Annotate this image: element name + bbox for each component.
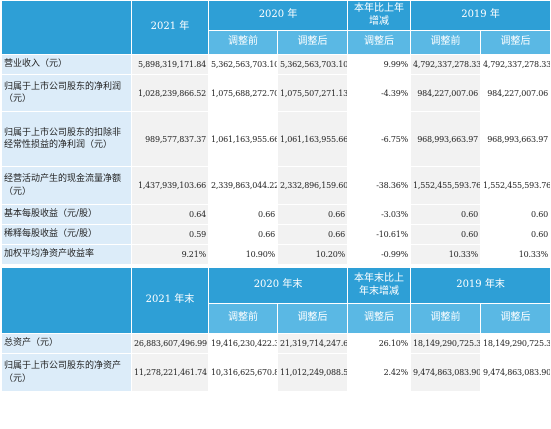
value-2020-before: 0.66 — [208, 204, 278, 225]
table-row: 归属于上市公司股东的扣除非经常性损益的净利润（元） 989,577,837.37… — [1, 111, 551, 167]
value-2019-before: 4,792,337,278.33 — [410, 54, 482, 75]
header-2020: 2020 年 — [207, 0, 349, 31]
value-2020-before: 0.66 — [208, 224, 278, 245]
section1-header-row: 2021 年 2020 年 本年比上年增减 2019 年 — [1, 0, 551, 55]
row-label: 归属于上市公司股东的净利润（元） — [1, 74, 132, 112]
header-blank-cell — [1, 0, 132, 55]
value-2019-after: 4,792,337,278.33 — [480, 54, 551, 75]
value-2019-before: 0.60 — [410, 204, 482, 225]
subheader-2020-before: 调整前 — [208, 303, 278, 334]
table-row: 基本每股收益（元/股） 0.64 0.66 0.66 -3.03% 0.60 0… — [1, 204, 551, 225]
subheader-2020-before: 调整前 — [208, 30, 278, 55]
header-change: 本年比上年增减 — [347, 0, 412, 31]
value-2020-after: 11,012,249,088.59 — [276, 353, 349, 392]
header-2021-end: 2021 年末 — [131, 267, 209, 334]
value-2021: 5,898,319,171.84 — [131, 54, 209, 75]
value-2020-after: 0.66 — [276, 224, 349, 245]
row-label: 基本每股收益（元/股） — [1, 204, 132, 225]
table-row: 总资产（元） 26,883,607,496.99 19,416,230,422.… — [1, 333, 551, 354]
value-2019-before: 18,149,290,725.33 — [410, 333, 482, 354]
table-row: 归属于上市公司股东的净利润（元） 1,028,239,866.52 1,075,… — [1, 74, 551, 112]
value-2020-before: 2,339,863,044.22 — [208, 166, 278, 205]
value-2020-before: 1,061,163,955.66 — [208, 111, 278, 167]
value-2019-before: 9,474,863,083.90 — [410, 353, 482, 392]
value-2020-after: 10.20% — [276, 244, 349, 265]
value-change: -4.39% — [347, 74, 412, 112]
subheader-2019-after: 调整后 — [480, 30, 551, 55]
value-change: -0.99% — [347, 244, 412, 265]
subheader-2019-after: 调整后 — [480, 303, 551, 334]
value-2019-before: 968,993,663.97 — [410, 111, 482, 167]
table-row: 营业收入（元） 5,898,319,171.84 5,362,563,703.1… — [1, 54, 551, 75]
value-2019-before: 1,552,455,593.76 — [410, 166, 482, 205]
value-2019-after: 1,552,455,593.76 — [480, 166, 551, 205]
row-label: 归属于上市公司股东的扣除非经常性损益的净利润（元） — [1, 111, 132, 167]
subheader-2020-after: 调整后 — [276, 303, 349, 334]
value-2020-after: 2,332,896,159.60 — [276, 166, 349, 205]
value-2019-after: 9,474,863,083.90 — [480, 353, 551, 392]
value-2019-after: 18,149,290,725.33 — [480, 333, 551, 354]
value-2021: 989,577,837.37 — [131, 111, 209, 167]
value-2020-after: 0.66 — [276, 204, 349, 225]
value-2021: 11,278,221,461.74 — [131, 353, 209, 392]
value-2020-before: 19,416,230,422.33 — [208, 333, 278, 354]
value-2019-after: 984,227,007.06 — [480, 74, 551, 112]
value-2021: 9.21% — [131, 244, 209, 265]
key-financial-data-table: 2021 年 2020 年 本年比上年增减 2019 年 调整前 调整后 调整后… — [0, 0, 551, 392]
subheader-2020-after: 调整后 — [276, 30, 349, 55]
value-2019-before: 984,227,007.06 — [410, 74, 482, 112]
section2-subheader-row: 调整前 调整后 调整后 调整前 调整后 — [2, 303, 551, 334]
value-2019-before: 10.33% — [410, 244, 482, 265]
section2-header-row: 2021 年末 2020 年末 本年末比上年末增减 2019 年末 — [1, 267, 551, 334]
value-2021: 0.59 — [131, 224, 209, 245]
value-2020-after: 21,319,714,247.63 — [276, 333, 349, 354]
value-2019-after: 0.60 — [480, 204, 551, 225]
header-2020-end: 2020 年末 — [207, 267, 349, 304]
table-row: 归属于上市公司股东的净资产（元） 11,278,221,461.74 10,31… — [1, 353, 551, 392]
header-change-end: 本年末比上年末增减 — [347, 267, 412, 304]
value-change: 9.99% — [347, 54, 412, 75]
value-2020-after: 1,075,507,271.13 — [276, 74, 349, 112]
value-2021: 0.64 — [131, 204, 209, 225]
value-2020-after: 5,362,563,703.10 — [276, 54, 349, 75]
row-label: 营业收入（元） — [1, 54, 132, 75]
value-2020-before: 10,316,625,670.85 — [208, 353, 278, 392]
row-label: 稀释每股收益（元/股） — [1, 224, 132, 245]
value-2021: 1,028,239,866.52 — [131, 74, 209, 112]
row-label: 归属于上市公司股东的净资产（元） — [1, 353, 132, 392]
value-change: -10.61% — [347, 224, 412, 245]
header-2019-end: 2019 年末 — [410, 267, 551, 304]
value-2019-after: 0.60 — [480, 224, 551, 245]
row-label: 总资产（元） — [1, 333, 132, 354]
value-2019-before: 0.60 — [410, 224, 482, 245]
header-blank-cell — [1, 267, 132, 334]
value-change: 26.10% — [347, 333, 412, 354]
subheader-2019-before: 调整前 — [410, 303, 482, 334]
value-change: -6.75% — [347, 111, 412, 167]
table-row: 稀释每股收益（元/股） 0.59 0.66 0.66 -10.61% 0.60 … — [1, 224, 551, 245]
value-change: -3.03% — [347, 204, 412, 225]
section1-subheader-row: 调整前 调整后 调整后 调整前 调整后 — [2, 30, 551, 55]
value-2019-after: 10.33% — [480, 244, 551, 265]
value-2019-after: 968,993,663.97 — [480, 111, 551, 167]
value-2020-before: 5,362,563,703.10 — [208, 54, 278, 75]
value-2021: 1,437,939,103.66 — [131, 166, 209, 205]
table-row: 经营活动产生的现金流量净额（元） 1,437,939,103.66 2,339,… — [1, 166, 551, 205]
table-row: 加权平均净资产收益率 9.21% 10.90% 10.20% -0.99% 10… — [1, 244, 551, 265]
subheader-2019-before: 调整前 — [410, 30, 482, 55]
subheader-change-after: 调整后 — [347, 30, 412, 55]
value-2020-after: 1,061,163,955.66 — [276, 111, 349, 167]
value-change: -38.36% — [347, 166, 412, 205]
value-2020-before: 10.90% — [208, 244, 278, 265]
value-change: 2.42% — [347, 353, 412, 392]
header-2019: 2019 年 — [410, 0, 551, 31]
value-2021: 26,883,607,496.99 — [131, 333, 209, 354]
header-2021: 2021 年 — [131, 0, 209, 55]
subheader-change-after: 调整后 — [347, 303, 412, 334]
row-label: 经营活动产生的现金流量净额（元） — [1, 166, 132, 205]
value-2020-before: 1,075,688,272.70 — [208, 74, 278, 112]
row-label: 加权平均净资产收益率 — [1, 244, 132, 265]
